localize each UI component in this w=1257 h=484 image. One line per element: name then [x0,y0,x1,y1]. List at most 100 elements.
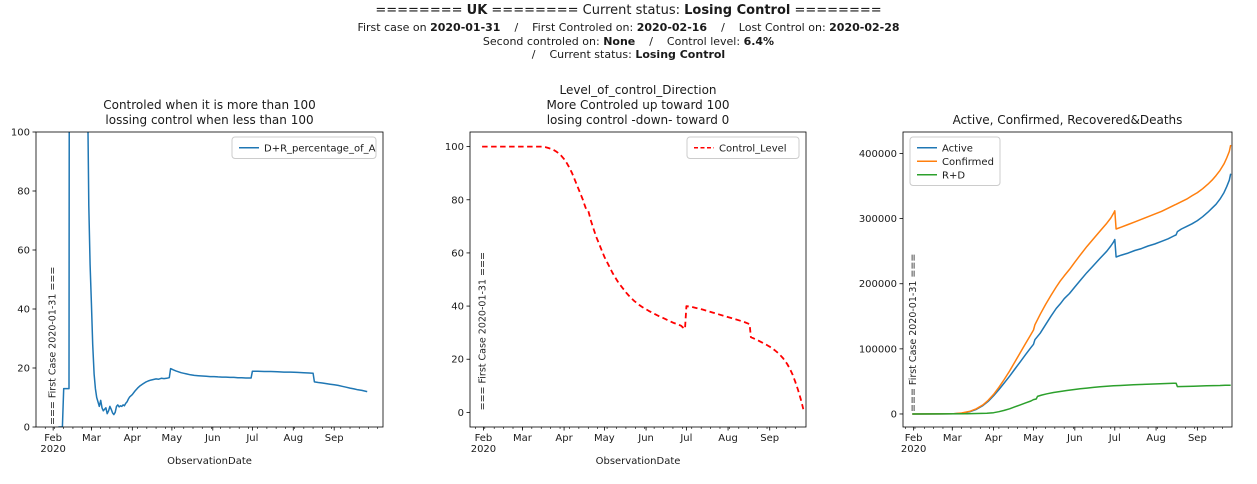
y-tick-label: 100000 [859,344,897,355]
series-R+D [912,382,1231,415]
x-tick-label: Aug [284,433,304,444]
current-status-value-2: Losing Control [635,48,726,61]
x-tick-label: Feb [905,433,923,444]
plot-frame [902,131,1233,428]
x-tick-label: Sep [325,433,344,444]
header-text-segment: / Control level: [635,34,744,48]
x-tick-label: Apr [124,433,142,444]
y-axis: 0 100000 200000 300000 400000 [859,149,903,420]
x-tick-label: Apr [555,433,573,444]
x-tick-label: Sep [760,433,779,444]
series-group [58,132,368,427]
first-case-date: 2020-01-31 [430,21,501,34]
lost-control-date: 2020-02-28 [829,21,900,34]
legend-label: Active [942,143,973,154]
header-text-segment: First case on [357,21,431,34]
second-controled-value: None [603,34,636,48]
header-text-segment: ======== [375,3,467,18]
y-tick-label: 300000 [859,214,897,225]
x-tick-label: May [1023,433,1044,444]
y-tick-label: 0 [24,423,30,434]
x-tick-label: Aug [1146,433,1166,444]
plot-frame [35,131,384,428]
header-text-segment: Second controled on: [482,34,604,48]
control-level-value: 6.4% [743,34,775,48]
y-tick-label: 400000 [859,149,897,160]
x-tick-label: Jun [204,433,221,444]
svg-text:=== First Case 2020-01-31 ===: === First Case 2020-01-31 === [908,254,919,412]
first-controled-date: 2020-02-16 [636,21,708,34]
x-tick-sublabel: 2020 [40,444,65,455]
chart-1: Controled when it is more than 100lossin… [11,98,384,467]
y-tick-label: 20 [451,355,464,366]
country-name: UK [466,3,488,18]
series-group [912,144,1232,415]
series-D+R_percentage_of_A [58,132,368,427]
legend: Active Confirmed R+D [909,136,1001,186]
x-tick-label: May [594,433,615,444]
first-case-annotation: === First Case 2020-01-31 === [478,252,489,410]
y-tick-label: 0 [458,408,464,419]
y-tick-label: 100 [11,128,30,139]
y-tick-label: 40 [451,302,464,313]
svg-text:More Controled up toward 100: More Controled up toward 100 [546,98,729,112]
x-tick-label: Sep [1188,433,1207,444]
chart-title: Active, Confirmed, Recovered&Deaths [953,113,1183,127]
header-line-4: / Current status: Losing Control [0,48,1257,62]
svg-text:Level_of_control_Direction: Level_of_control_Direction [559,85,716,97]
header-text-segment: ======== [790,3,882,18]
x-tick-label: Jul [1108,433,1121,444]
figure-header: ======== UK ======== Current status: Los… [0,3,1257,62]
y-tick-label: 80 [17,187,30,198]
legend-label: Control_Level [719,143,787,154]
legend-label: R+D [942,170,965,181]
x-tick-label: Mar [513,433,533,444]
x-tick-label: Apr [985,433,1003,444]
x-tick-label: Jul [245,433,258,444]
y-axis: 0 20 40 60 80 100 [445,142,470,419]
plot-frame [469,131,807,428]
series-Active [912,173,1232,415]
chart-3: Active, Confirmed, Recovered&DeathsFeb20… [859,113,1233,455]
x-tick-sublabel: 2020 [471,444,496,455]
first-case-annotation: === First Case 2020-01-31 === [47,267,58,425]
x-tick-label: Jun [1066,433,1083,444]
x-tick-sublabel: 2020 [901,444,926,455]
series-group [482,145,805,410]
chart-title: Controled when it is more than 100lossin… [103,98,316,127]
y-tick-label: 60 [451,248,464,259]
svg-text:lossing control when less than: lossing control when less than 100 [105,113,313,127]
x-tick-label: Jun [637,433,654,444]
header-text-segment: / First Controled on: [500,21,637,34]
y-tick-label: 60 [17,246,30,257]
legend-label: D+R_percentage_of_A [264,143,376,154]
y-tick-label: 0 [891,409,897,420]
y-tick-label: 20 [17,364,30,375]
svg-text:Active, Confirmed, Recovered&D: Active, Confirmed, Recovered&Deaths [953,113,1183,127]
x-tick-label: Mar [943,433,963,444]
header-text-segment: / Lost Control on: [707,21,830,34]
legend: D+R_percentage_of_A [231,136,377,159]
header-line-3: Second controled on: None / Control leve… [0,35,1257,49]
y-tick-label: 200000 [859,279,897,290]
series-Confirmed [912,144,1232,415]
x-tick-label: Jul [679,433,692,444]
y-axis: 0 20 40 60 80 100 [11,128,36,434]
header-line-1: ======== UK ======== Current status: Los… [0,3,1257,18]
header-text-segment: / Current status: [531,48,636,61]
legend: Control_Level [686,136,800,159]
x-tick-label: May [162,433,183,444]
header-text-segment: ======== Current status: [487,3,685,18]
x-axis-label: ObservationDate [167,456,252,467]
x-axis-label: ObservationDate [596,456,681,467]
series-Control_Level [482,145,805,410]
x-tick-label: Aug [718,433,738,444]
header-line-2: First case on 2020-01-31 / First Control… [0,21,1257,35]
current-status-value: Losing Control [684,3,791,18]
y-tick-label: 80 [451,195,464,206]
